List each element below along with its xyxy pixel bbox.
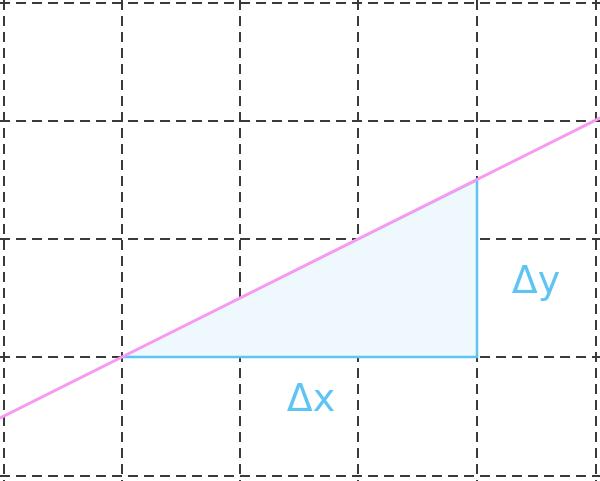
- sloped-line: [0, 116, 600, 420]
- delta-x-label: Δx: [287, 376, 335, 420]
- delta-y-label: Δy: [512, 258, 560, 302]
